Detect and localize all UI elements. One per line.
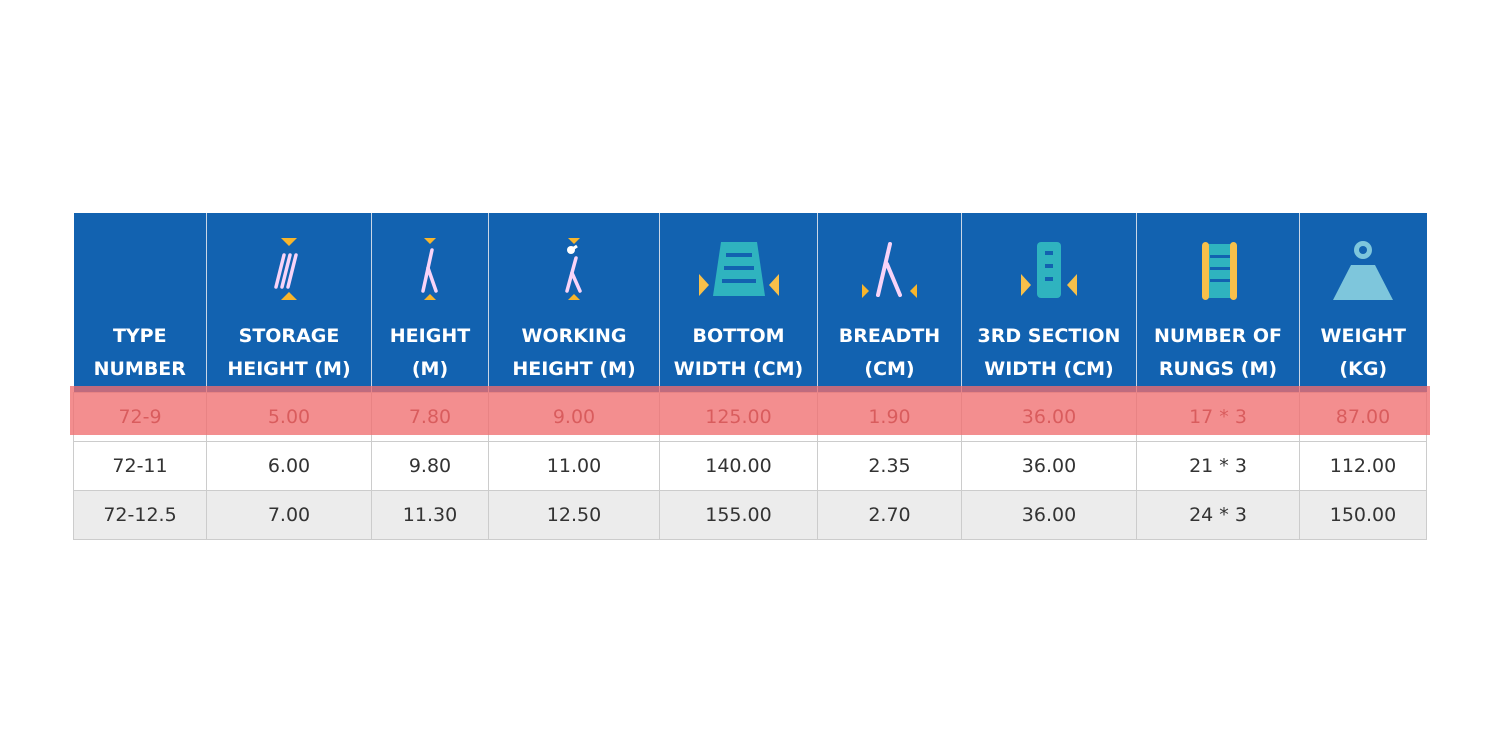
cell: 11.00 (488, 441, 660, 491)
ladder-breadth-icon (818, 238, 961, 308)
a-frame-ladder-icon (372, 238, 488, 308)
col-3rd-section-width: 3RD SECTION WIDTH (CM) (961, 213, 1137, 393)
ladder-section-width-icon (962, 238, 1136, 308)
col-storage-height: STORAGE HEIGHT (M) (206, 213, 372, 393)
table-row: 72-9 5.00 7.80 9.00 125.00 1.90 36.00 17 * 3 87.… (73, 392, 1427, 442)
cell: 2.35 (817, 441, 962, 491)
cell: 140.00 (659, 441, 818, 491)
col-number-of-rungs: NUMBER OF RUNGS (M) (1136, 213, 1300, 393)
col-weight: WEIGHT (KG) (1299, 213, 1427, 393)
ladder-rungs-icon (1137, 238, 1299, 308)
folded-ladder-icon (207, 238, 371, 308)
cell: 155.00 (659, 490, 818, 540)
cell: 9.80 (371, 441, 489, 491)
cell: 9.00 (488, 392, 660, 442)
col-breadth: BREADTH (CM) (817, 213, 962, 393)
cell: 36.00 (961, 392, 1137, 442)
cell: 72-12.5 (73, 490, 207, 540)
col-height: HEIGHT (M) (371, 213, 489, 393)
col-bottom-width: BOTTOM WIDTH (CM) (659, 213, 818, 393)
cell: 150.00 (1299, 490, 1427, 540)
cell: 6.00 (206, 441, 372, 491)
cell: 125.00 (659, 392, 818, 442)
cell: 11.30 (371, 490, 489, 540)
cell: 112.00 (1299, 441, 1427, 491)
cell: 5.00 (206, 392, 372, 442)
weight-icon (1300, 238, 1427, 308)
spec-table: TYPE NUMBER STORAGE HEIGHT (M) HEIGHT (M) W… (73, 213, 1427, 540)
cell: 36.00 (961, 490, 1137, 540)
header-row: TYPE NUMBER STORAGE HEIGHT (M) HEIGHT (M) W… (73, 213, 1427, 393)
person-on-ladder-icon (489, 238, 659, 308)
cell: 24 * 3 (1136, 490, 1300, 540)
cell: 72-11 (73, 441, 207, 491)
col-type-number: TYPE NUMBER (73, 213, 207, 393)
cell: 7.00 (206, 490, 372, 540)
cell: 36.00 (961, 441, 1137, 491)
cell: 17 * 3 (1136, 392, 1300, 442)
table-row: 72-12.5 7.00 11.30 12.50 155.00 2.70 36.00 24 *… (73, 490, 1427, 540)
col-working-height: WORKING HEIGHT (M) (488, 213, 660, 393)
cell: 21 * 3 (1136, 441, 1300, 491)
cell: 7.80 (371, 392, 489, 442)
cell: 12.50 (488, 490, 660, 540)
cell: 1.90 (817, 392, 962, 442)
cell: 2.70 (817, 490, 962, 540)
ladder-bottom-width-icon (660, 238, 817, 308)
cell: 72-9 (73, 392, 207, 442)
cell: 87.00 (1299, 392, 1427, 442)
